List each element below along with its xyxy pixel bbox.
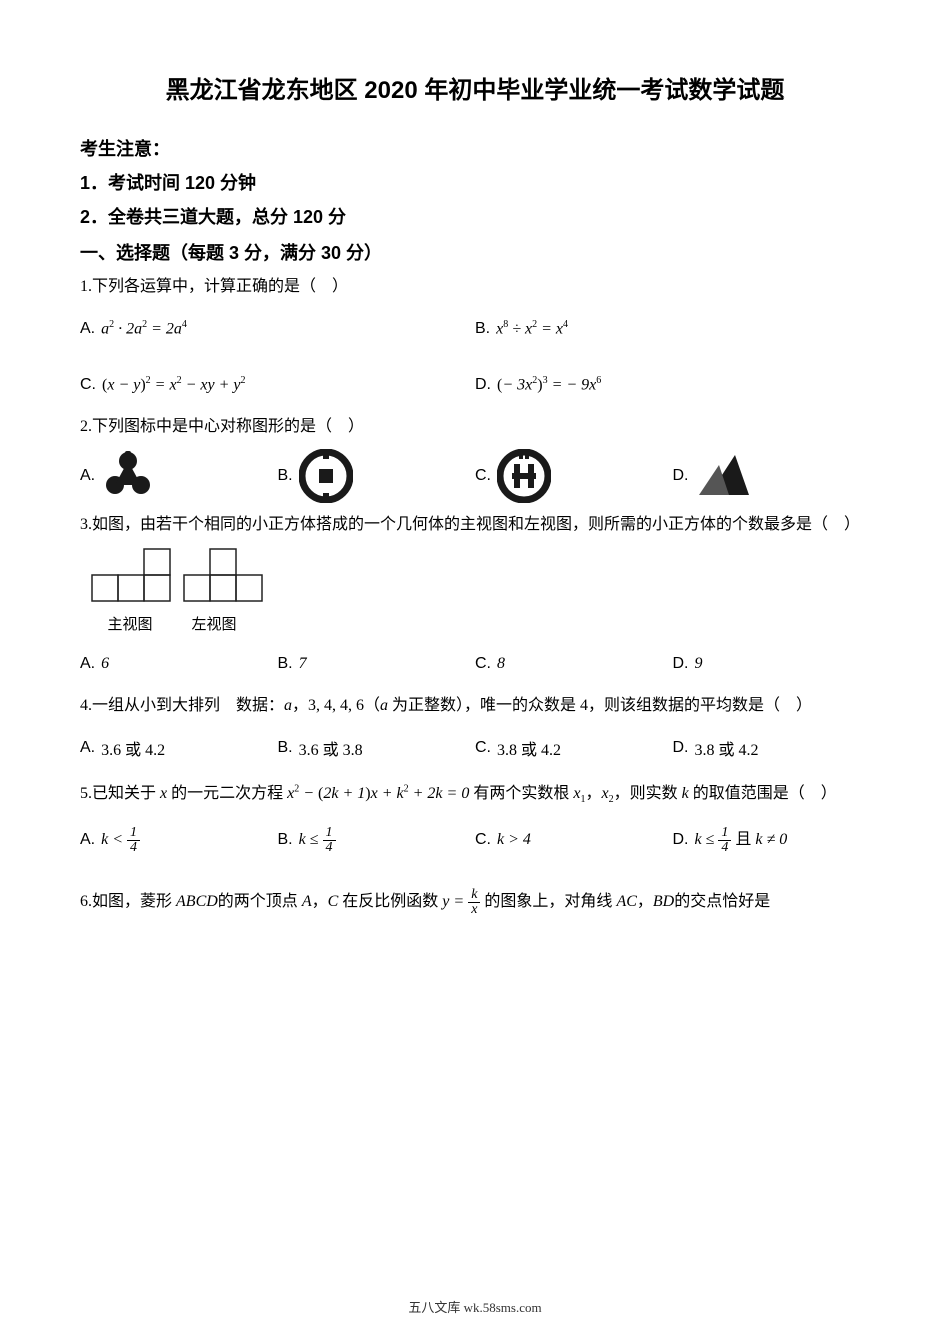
section-1-heading: 一、选择题（每题 3 分，满分 30 分） <box>80 239 870 265</box>
notice-heading: 考生注意： <box>80 135 870 161</box>
ring-square-icon <box>299 449 353 503</box>
q1-choice-c: C. (x − y)2 = x2 − xy + y2 <box>80 365 475 405</box>
q3-views: 主视图 左视图 <box>90 547 870 634</box>
q1-choice-a: A. a2 · 2a2 = 2a4 <box>80 309 475 349</box>
q5-choice-c: C. k > 4 <box>475 820 673 860</box>
q4-choice-d: D.3.8 或 4.2 <box>673 728 871 768</box>
q2-choices: A. B. C. <box>80 449 870 503</box>
q5-stem: 5.已知关于 x 的一元二次方程 x2 − (2k + 1)x + k2 + 2… <box>80 778 870 810</box>
q1-choice-d: D. (− 3x2)3 = − 9x6 <box>475 365 870 405</box>
q1-stem: 1.下列各运算中，计算正确的是（ ） <box>80 275 870 299</box>
exam-title: 黑龙江省龙东地区 2020 年初中毕业学业统一考试数学试题 <box>80 70 870 105</box>
q4-choices: A.3.6 或 4.2 B.3.6 或 3.8 C.3.8 或 4.2 D.3.… <box>80 728 870 768</box>
triangle-layer-icon <box>695 449 755 503</box>
q2-choice-c: C. <box>475 449 673 503</box>
q4-stem: 4.一组从小到大排列 数据：a，3, 4, 4, 6（a 为正整数），唯一的众数… <box>80 694 870 718</box>
opt-label: B. <box>278 467 293 485</box>
q2-choice-b: B. <box>278 449 476 503</box>
opt-label: B. <box>475 320 490 338</box>
q1-choices: A. a2 · 2a2 = 2a4 B. x8 ÷ x2 = x4 C. (x … <box>80 309 870 405</box>
q3-stem: 3.如图，由若干个相同的小正方体搭成的一个几何体的主视图和左视图，则所需的小正方… <box>80 513 870 537</box>
opt-label: D. <box>475 376 491 394</box>
opt-label: A. <box>80 467 95 485</box>
left-view-label: 左视图 <box>174 613 254 634</box>
q4-text: ，3, 4, 4, 6（ <box>292 697 380 714</box>
q5-choice-d: D. k ≤ 14 且 k ≠ 0 <box>673 820 871 860</box>
notice-1: 1．考试时间 120 分钟 <box>80 169 870 195</box>
q6-stem: 6.如图，菱形 ABCD的两个顶点 A，C 在反比例函数 y = kx 的图象上… <box>80 888 870 917</box>
q5-choice-b: B. k ≤ 14 <box>278 820 476 860</box>
q3-grid-diagram <box>90 547 270 607</box>
q5-choice-a: A. k < 14 <box>80 820 278 860</box>
q1-choice-b: B. x8 ÷ x2 = x4 <box>475 309 870 349</box>
q2-stem: 2.下列图标中是中心对称图形的是（ ） <box>80 415 870 439</box>
footer-text: 五八文库 wk.58sms.com <box>0 1297 950 1316</box>
q3-choice-b: B.7 <box>278 644 476 684</box>
q4-choice-b: B.3.6 或 3.8 <box>278 728 476 768</box>
q4-choice-a: A.3.6 或 4.2 <box>80 728 278 768</box>
q4-choice-c: C.3.8 或 4.2 <box>475 728 673 768</box>
opt-label: D. <box>673 467 689 485</box>
q4-text: 4.一组从小到大排列 数据： <box>80 697 284 714</box>
notice-2: 2．全卷共三道大题，总分 120 分 <box>80 203 870 229</box>
q3-choice-d: D.9 <box>673 644 871 684</box>
q3-choice-a: A.6 <box>80 644 278 684</box>
q5-choices: A. k < 14 B. k ≤ 14 C. k > 4 D. k ≤ 14 且… <box>80 820 870 860</box>
opt-label: A. <box>80 320 95 338</box>
q3-choice-c: C.8 <box>475 644 673 684</box>
opt-label: C. <box>475 467 491 485</box>
q3-choices: A.6 B.7 C.8 D.9 <box>80 644 870 684</box>
main-view-label: 主视图 <box>90 613 170 634</box>
opt-label: C. <box>80 376 96 394</box>
q2-choice-d: D. <box>673 449 871 503</box>
trefoil-icon <box>101 449 155 503</box>
q4-text: 为正整数），唯一的众数是 4，则该组数据的平均数是（ ） <box>388 697 812 714</box>
q2-choice-a: A. <box>80 449 278 503</box>
ring-grid-icon <box>497 449 551 503</box>
